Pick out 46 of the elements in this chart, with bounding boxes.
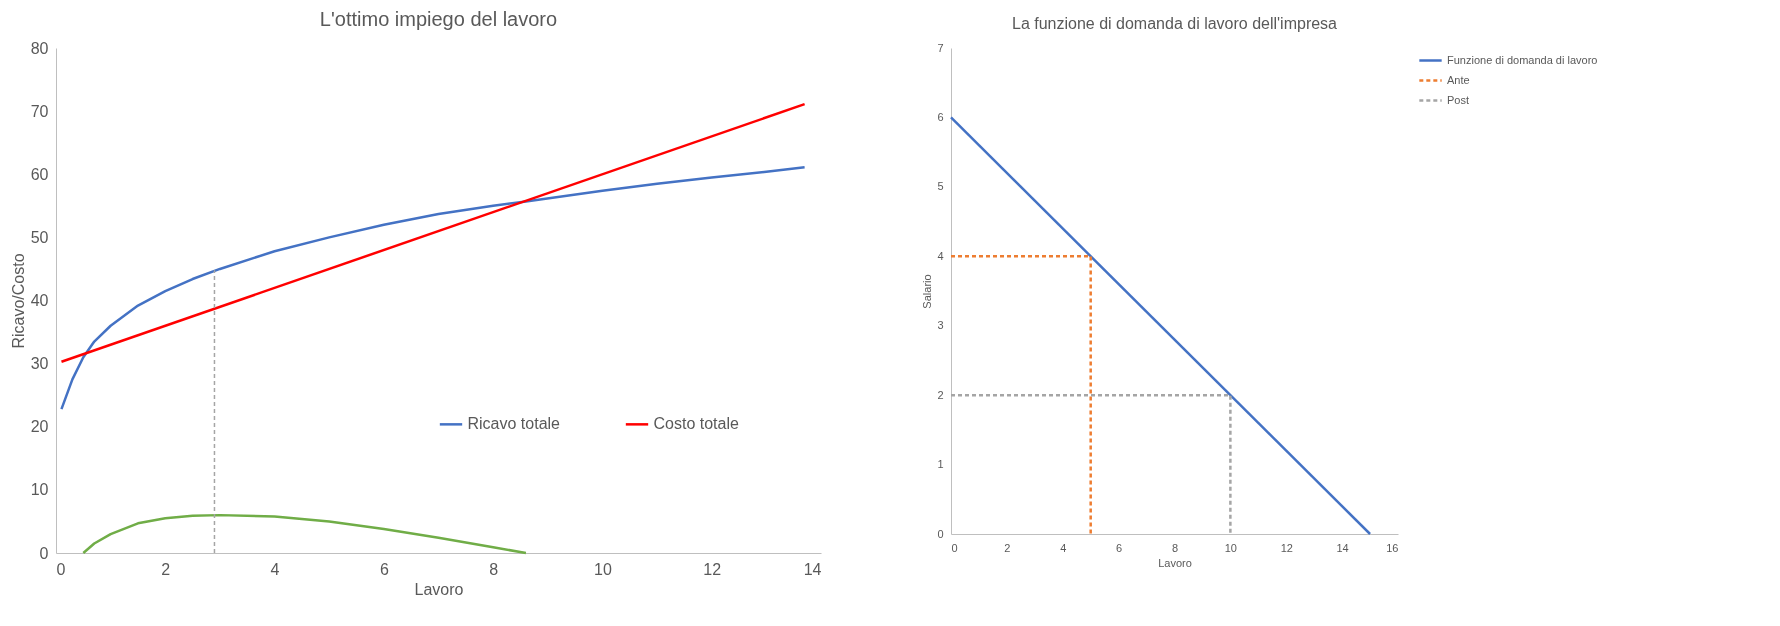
y-tick-label: 30 <box>30 355 49 373</box>
x-tick-label: 6 <box>1116 541 1123 554</box>
x-tick-label: 12 <box>1280 541 1293 554</box>
y-tick-label: 7 <box>937 41 944 54</box>
y-axis-title: Salario <box>921 274 934 309</box>
y-tick-label: 60 <box>30 165 49 183</box>
y-tick-label: 4 <box>937 249 944 262</box>
x-tick-label: 2 <box>1004 541 1011 554</box>
y-tick-label: 40 <box>30 292 49 309</box>
x-tick-label: 4 <box>270 560 280 578</box>
y-tick-label: 70 <box>30 102 49 120</box>
y-tick-label: 10 <box>30 481 49 499</box>
x-tick-label: 16 <box>1386 541 1399 554</box>
chart-title: L'ottimo impiego del lavoro <box>319 8 558 30</box>
line-series <box>60 166 806 411</box>
y-tick-label: 20 <box>30 418 49 436</box>
x-tick-label: 14 <box>803 560 822 578</box>
legend-label: Costo totale <box>653 415 739 433</box>
x-tick-label: 0 <box>951 541 958 554</box>
x-tick-label: 12 <box>703 560 722 578</box>
line-series <box>82 513 528 555</box>
x-tick-label: 2 <box>161 560 171 578</box>
x-tick-label: 10 <box>1224 541 1237 554</box>
x-tick-label: 0 <box>56 560 66 578</box>
y-tick-label: 50 <box>30 228 49 246</box>
legend-label: Ricavo totale <box>467 415 561 433</box>
x-tick-label: 8 <box>1171 541 1179 554</box>
y-tick-label: 2 <box>937 388 944 401</box>
x-axis-title: Lavoro <box>1158 556 1192 569</box>
y-tick-label: 1 <box>937 458 944 471</box>
y-tick-label: 3 <box>937 319 944 332</box>
y-tick-label: 5 <box>937 180 944 193</box>
y-tick-label: 6 <box>937 110 944 123</box>
y-tick-label: 0 <box>937 527 944 540</box>
y-tick-label: 80 <box>30 39 49 57</box>
x-axis-title: Lavoro <box>414 580 464 598</box>
x-tick-label: 14 <box>1336 541 1349 554</box>
legend-label: Funzione di domanda di lavoro <box>1447 53 1598 66</box>
legend-label: Ante <box>1447 73 1470 86</box>
x-tick-label: 4 <box>1060 541 1067 554</box>
x-tick-label: 10 <box>594 560 612 578</box>
legend-label: Post <box>1447 93 1470 106</box>
x-tick-label: 8 <box>489 560 499 578</box>
x-tick-label: 6 <box>379 560 389 578</box>
y-axis-title: Ricavo/Costo <box>9 253 27 349</box>
chart-title: La funzione di domanda di lavoro dell'impresa <box>1011 15 1338 32</box>
